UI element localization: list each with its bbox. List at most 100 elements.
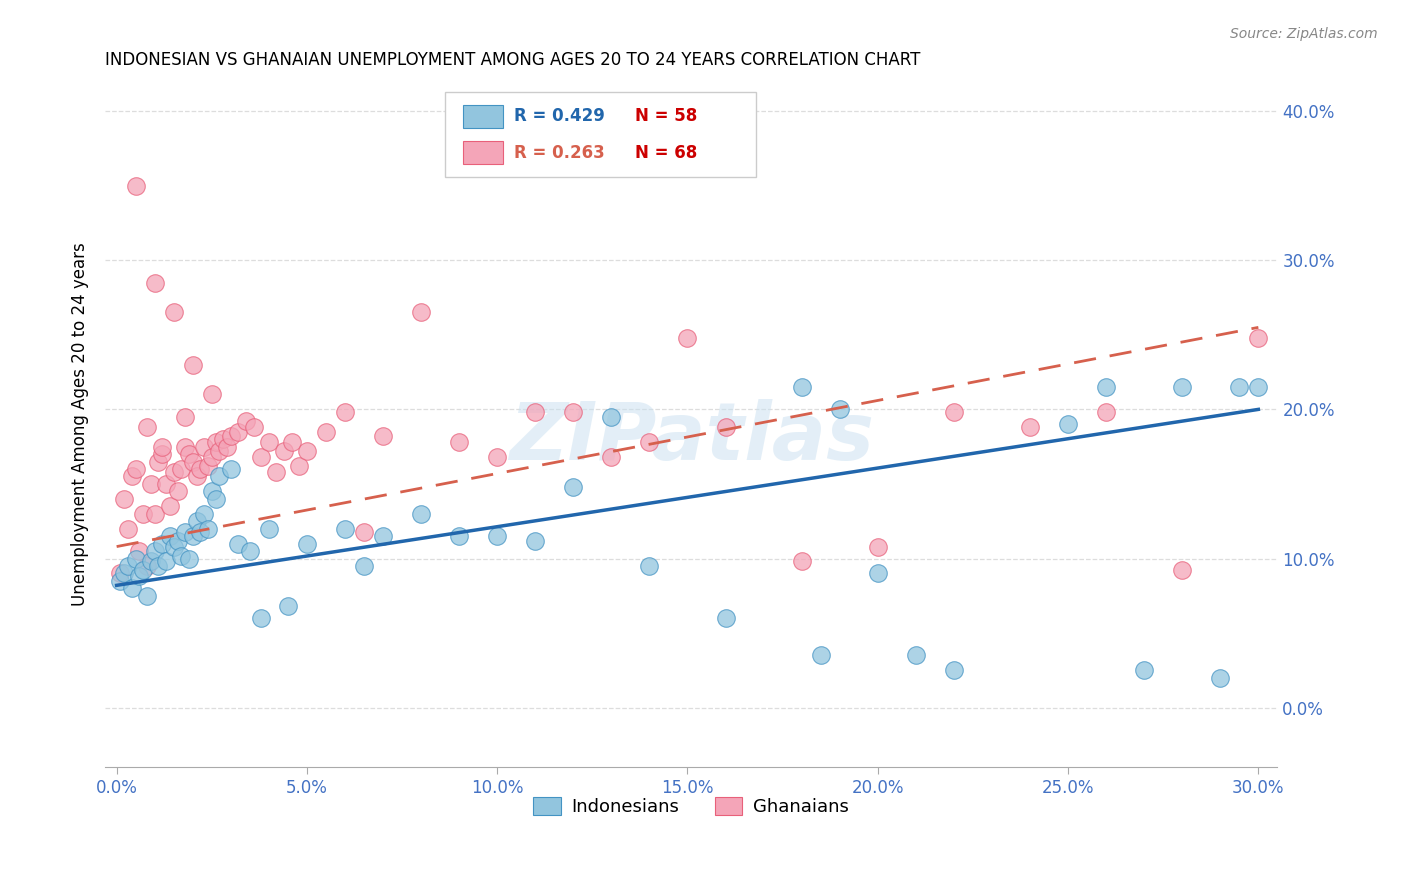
Point <box>524 405 547 419</box>
Point <box>235 414 257 428</box>
Point <box>353 524 375 539</box>
Point <box>121 469 143 483</box>
Point <box>371 529 394 543</box>
Point <box>638 558 661 573</box>
Point <box>174 440 197 454</box>
FancyBboxPatch shape <box>463 141 502 164</box>
Point <box>181 529 204 543</box>
Point <box>193 507 215 521</box>
Point <box>155 477 177 491</box>
Point <box>166 533 188 548</box>
Point <box>181 358 204 372</box>
Point <box>110 566 132 581</box>
Point <box>1171 563 1194 577</box>
Point <box>1227 380 1250 394</box>
Point <box>163 305 186 319</box>
Point <box>148 558 170 573</box>
Point <box>212 432 235 446</box>
Point <box>139 477 162 491</box>
Point <box>112 491 135 506</box>
Text: ZIPatlas: ZIPatlas <box>509 399 873 477</box>
Point <box>219 462 242 476</box>
Point <box>150 447 173 461</box>
Point <box>1095 405 1118 419</box>
Point <box>136 558 159 573</box>
Point <box>124 462 146 476</box>
Point <box>371 429 394 443</box>
Point <box>174 409 197 424</box>
Point <box>1057 417 1080 432</box>
Point <box>295 536 318 550</box>
Point <box>228 536 250 550</box>
Point <box>600 409 623 424</box>
Point <box>942 405 965 419</box>
Point <box>250 450 273 464</box>
Point <box>409 507 432 521</box>
Point <box>143 507 166 521</box>
Point <box>486 529 509 543</box>
Point <box>228 425 250 439</box>
Point <box>159 529 181 543</box>
Point <box>190 462 212 476</box>
Point <box>409 305 432 319</box>
Point <box>242 420 264 434</box>
Point <box>197 458 219 473</box>
Point <box>201 387 224 401</box>
Point <box>219 429 242 443</box>
Point <box>486 450 509 464</box>
Point <box>208 469 231 483</box>
Point <box>810 648 832 663</box>
Point <box>177 551 200 566</box>
Point <box>353 558 375 573</box>
Point <box>288 458 311 473</box>
Point <box>170 462 193 476</box>
Text: N = 68: N = 68 <box>636 144 697 161</box>
Point <box>174 524 197 539</box>
Point <box>177 447 200 461</box>
Point <box>150 536 173 550</box>
Point <box>181 454 204 468</box>
Point <box>128 569 150 583</box>
Point <box>150 440 173 454</box>
Point <box>143 544 166 558</box>
Point <box>1247 380 1270 394</box>
Point <box>239 544 262 558</box>
Y-axis label: Unemployment Among Ages 20 to 24 years: Unemployment Among Ages 20 to 24 years <box>72 243 89 607</box>
Point <box>277 599 299 614</box>
Point <box>257 522 280 536</box>
Point <box>186 469 208 483</box>
Point <box>201 484 224 499</box>
Point <box>117 522 139 536</box>
Point <box>280 435 302 450</box>
Point <box>1095 380 1118 394</box>
Point <box>201 450 224 464</box>
Point <box>159 500 181 514</box>
Point <box>166 484 188 499</box>
Point <box>904 648 927 663</box>
Point <box>562 405 585 419</box>
Point <box>676 331 699 345</box>
Text: Source: ZipAtlas.com: Source: ZipAtlas.com <box>1230 27 1378 41</box>
Point <box>250 611 273 625</box>
Point <box>132 563 155 577</box>
Point <box>136 589 159 603</box>
Point <box>1171 380 1194 394</box>
Point <box>124 178 146 193</box>
Point <box>562 480 585 494</box>
Point <box>163 540 186 554</box>
Point <box>524 533 547 548</box>
Point <box>333 522 356 536</box>
Point <box>1209 671 1232 685</box>
Point <box>112 566 135 581</box>
Point <box>208 444 231 458</box>
Point <box>828 402 851 417</box>
Text: N = 58: N = 58 <box>636 107 697 126</box>
Point <box>132 507 155 521</box>
Point <box>128 544 150 558</box>
Point <box>136 420 159 434</box>
FancyBboxPatch shape <box>446 92 756 178</box>
Point <box>449 435 471 450</box>
Point <box>1247 331 1270 345</box>
Text: R = 0.263: R = 0.263 <box>515 144 605 161</box>
Point <box>204 435 226 450</box>
